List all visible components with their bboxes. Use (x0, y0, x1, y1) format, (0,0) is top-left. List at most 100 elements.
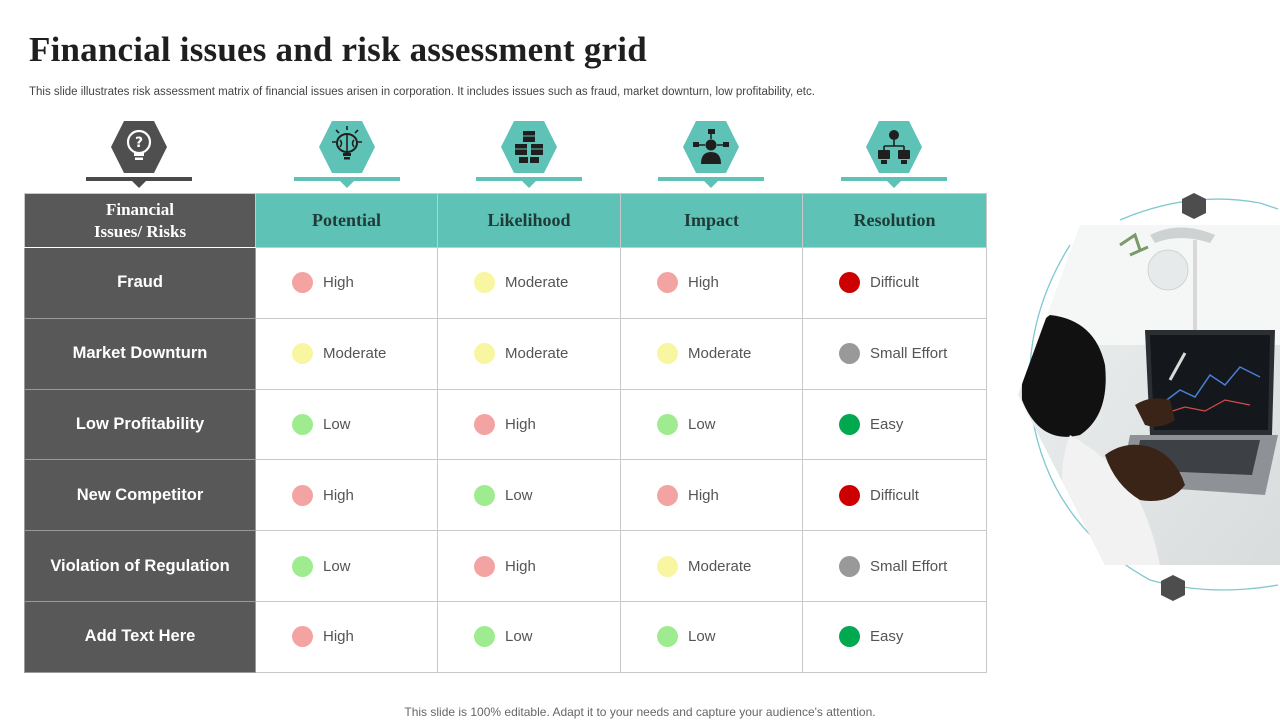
rating-indicator-dot (657, 343, 678, 365)
icon-underline-bar (476, 177, 582, 181)
rating-label: Difficult (870, 274, 919, 292)
rating-cell: Moderate (255, 317, 438, 390)
column-header: Impact (620, 193, 803, 248)
rating-label: High (505, 415, 536, 433)
row-header-column-label: Financial Issues/ Risks (24, 193, 256, 248)
row-label: Market Downturn (24, 317, 256, 390)
rating-label: Easy (870, 628, 904, 646)
table-row: Low Profitability Low High Low Easy (24, 388, 987, 461)
slide-title: Financial issues and risk assessment gri… (29, 30, 647, 69)
rating-label: Moderate (505, 274, 569, 292)
rating-cell: Moderate (620, 530, 803, 602)
rating-indicator-dot (474, 343, 495, 365)
table-row: Add Text Here High Low Low Easy (24, 600, 987, 673)
rating-label: Moderate (688, 345, 752, 363)
rating-cell: High (620, 459, 803, 532)
slide-footer: This slide is 100% editable. Adapt it to… (404, 705, 876, 719)
rating-label: Moderate (323, 345, 387, 363)
row-label: Low Profitability (24, 388, 256, 461)
rating-label: Low (688, 415, 716, 433)
rating-indicator-dot (292, 484, 313, 506)
rating-indicator-dot (474, 413, 495, 435)
question-bulb-icon: ? (110, 120, 168, 174)
rating-indicator-dot (839, 555, 860, 577)
rating-label: High (323, 274, 354, 292)
svg-text:?: ? (135, 135, 143, 151)
table-header-row: Financial Issues/ Risks Potential Likeli… (24, 193, 987, 248)
rating-label: Low (323, 415, 351, 433)
rating-label: Moderate (688, 557, 752, 575)
rating-label: High (505, 557, 536, 575)
rating-indicator-dot (657, 272, 678, 294)
icon-underline-bar (294, 177, 400, 181)
rating-label: Easy (870, 415, 904, 433)
rating-label: High (323, 628, 354, 646)
icon-pointer (887, 181, 901, 188)
rating-indicator-dot (839, 272, 860, 294)
icon-header-issues: ? (86, 120, 192, 188)
slide-subtitle: This slide illustrates risk assessment m… (29, 86, 815, 98)
icon-pointer (704, 181, 718, 188)
rating-cell: Low (255, 530, 438, 602)
rating-label: Low (505, 628, 533, 646)
rating-cell: Easy (802, 600, 987, 673)
rating-indicator-dot (839, 343, 860, 365)
row-header-label-line1: Financial (105, 199, 174, 219)
table-row: Fraud High Moderate High Difficult (24, 247, 987, 319)
rating-label: Low (323, 557, 351, 575)
column-header: Resolution (802, 193, 987, 248)
rating-label: High (688, 274, 719, 292)
rating-label: Small Effort (870, 557, 948, 575)
rating-indicator-dot (292, 413, 313, 435)
rating-cell: High (437, 530, 621, 602)
table-row: Market Downturn Moderate Moderate Moderate S… (24, 317, 987, 390)
rating-indicator-dot (292, 555, 313, 577)
rating-label: Low (688, 628, 716, 646)
rating-cell: Small Effort (802, 317, 987, 390)
rating-cell: Low (620, 600, 803, 673)
rating-cell: High (437, 388, 621, 461)
org-chart-icon (865, 120, 923, 174)
row-header-label-line2: Issues/ Risks (93, 221, 187, 241)
rating-indicator-dot (292, 272, 313, 294)
brain-bulb-icon (318, 120, 376, 174)
row-label: New Competitor (24, 459, 256, 532)
table-body: Fraud High Moderate High Difficult Market Dow… (24, 247, 987, 673)
row-label: Add Text Here (24, 600, 256, 673)
rating-cell: Low (255, 388, 438, 461)
rating-label: Difficult (870, 486, 919, 504)
businessman-network-icon (682, 120, 740, 174)
risk-assessment-table: Financial Issues/ Risks Potential Likeli… (24, 193, 987, 673)
rating-indicator-dot (657, 413, 678, 435)
icon-underline-bar (841, 177, 947, 181)
rating-indicator-dot (657, 555, 678, 577)
icon-underline-bar (658, 177, 764, 181)
rating-indicator-dot (474, 555, 495, 577)
rating-indicator-dot (657, 626, 678, 648)
cubes-icon (500, 120, 558, 174)
rating-cell: High (255, 247, 438, 319)
rating-cell: Low (437, 600, 621, 673)
icon-pointer (340, 181, 354, 188)
rating-cell: Low (620, 388, 803, 461)
rating-cell: Small Effort (802, 530, 987, 602)
rating-indicator-dot (474, 626, 495, 648)
rating-indicator-dot (474, 484, 495, 506)
rating-cell: Difficult (802, 247, 987, 319)
rating-label: Moderate (505, 345, 569, 363)
rating-indicator-dot (839, 413, 860, 435)
row-label: Violation of Regulation (24, 530, 256, 602)
rating-indicator-dot (292, 626, 313, 648)
column-header: Likelihood (437, 193, 621, 248)
rating-indicator-dot (657, 484, 678, 506)
rating-cell: Low (437, 459, 621, 532)
icon-header-impact (658, 120, 764, 188)
icon-header-potential (294, 120, 400, 188)
rating-cell: Easy (802, 388, 987, 461)
rating-cell: Moderate (437, 317, 621, 390)
rating-indicator-dot (839, 626, 860, 648)
rating-cell: Moderate (620, 317, 803, 390)
row-label: Fraud (24, 247, 256, 319)
rating-cell: Moderate (437, 247, 621, 319)
table-row: New Competitor High Low High Difficult (24, 459, 987, 532)
